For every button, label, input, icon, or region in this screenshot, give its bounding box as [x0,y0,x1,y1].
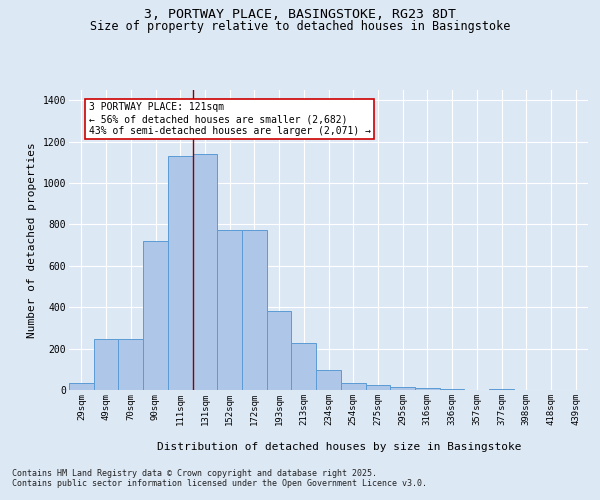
Bar [143,241,168,390]
Bar [193,154,217,390]
Bar [242,230,267,390]
Text: Contains public sector information licensed under the Open Government Licence v3: Contains public sector information licen… [12,479,427,488]
Bar [217,230,242,390]
Bar [489,389,514,390]
Bar [415,388,440,390]
Bar [69,383,94,390]
Bar [316,370,341,390]
Bar [440,389,464,390]
Y-axis label: Number of detached properties: Number of detached properties [27,142,37,338]
Text: Distribution of detached houses by size in Basingstoke: Distribution of detached houses by size … [157,442,521,452]
Bar [118,338,143,390]
Text: 3 PORTWAY PLACE: 121sqm
← 56% of detached houses are smaller (2,682)
43% of semi: 3 PORTWAY PLACE: 121sqm ← 56% of detache… [89,102,371,136]
Text: Contains HM Land Registry data © Crown copyright and database right 2025.: Contains HM Land Registry data © Crown c… [12,469,377,478]
Text: Size of property relative to detached houses in Basingstoke: Size of property relative to detached ho… [90,20,510,33]
Bar [365,385,390,390]
Bar [94,338,118,390]
Bar [341,383,365,390]
Bar [267,312,292,390]
Bar [390,387,415,390]
Bar [168,156,193,390]
Text: 3, PORTWAY PLACE, BASINGSTOKE, RG23 8DT: 3, PORTWAY PLACE, BASINGSTOKE, RG23 8DT [144,8,456,20]
Bar [292,344,316,390]
